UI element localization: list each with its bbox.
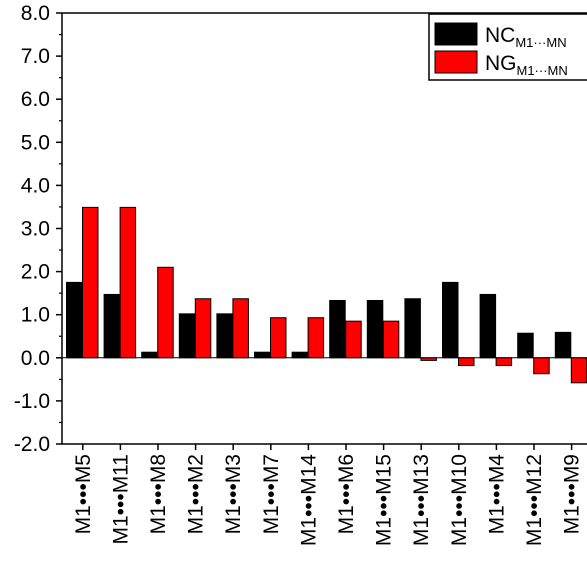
x-tick-label: M1•••M6 [335, 454, 358, 534]
y-tick-label: 1.0 [21, 304, 50, 327]
y-tick-label: 0.0 [21, 347, 50, 370]
bar-nc-5 [216, 313, 233, 359]
bar-ng-8 [345, 320, 362, 359]
x-tick-label: M1•••M2 [185, 454, 208, 534]
legend-swatch-ng [434, 50, 478, 74]
bar-nc-10 [404, 298, 421, 359]
bar-nc-8 [329, 299, 346, 359]
x-tick-label: M1•••M5 [72, 454, 95, 534]
y-tick-label: 2.0 [21, 261, 50, 284]
y-tick-label: 7.0 [21, 45, 50, 68]
x-tick-label: M1•••M11 [109, 454, 132, 545]
bar-ng-5 [232, 298, 249, 359]
legend-label-nc: NCM1···MN [485, 24, 567, 50]
y-axis: -2.0 -1.0 0.0 1.0 2.0 3.0 4.0 5.0 6.0 7.0 8.0 [14, 2, 587, 456]
y-tick-label: -1.0 [14, 390, 50, 413]
bar-nc-14 [554, 331, 572, 359]
bar-ng-2 [119, 206, 137, 359]
y-tick-label: 5.0 [21, 131, 50, 154]
x-tick-label: M1•••M10 [448, 454, 471, 546]
x-tick-label: M1•••M15 [373, 454, 396, 546]
y-tick-label: -2.0 [14, 433, 50, 456]
legend-label-ng: NGM1···MN [485, 52, 568, 78]
x-tick-label: M1•••M9 [561, 454, 584, 534]
bar-nc-11 [442, 281, 459, 359]
y-tick-label: 6.0 [21, 88, 50, 111]
bar-nc-9 [366, 299, 384, 359]
bar-nc-6 [254, 351, 271, 359]
y-tick-label: 3.0 [21, 218, 50, 241]
y-tick-label: 8.0 [21, 2, 50, 25]
bar-nc-12 [479, 293, 497, 359]
bar-nc-13 [517, 332, 534, 359]
y-tick-label: 4.0 [21, 174, 50, 197]
bar-nc-7 [291, 351, 309, 359]
bar-ng-11 [458, 357, 475, 367]
x-tick-label: M1•••M3 [222, 454, 245, 534]
x-tick-label: M1•••M7 [260, 454, 283, 534]
x-tick-label: M1•••M4 [485, 454, 508, 535]
bar-ng-6 [270, 317, 287, 359]
x-tick-label: M1•••M14 [297, 454, 320, 546]
legend-swatch-nc [434, 22, 478, 46]
bar-ng-4 [194, 298, 212, 359]
bar-ng-1 [82, 206, 99, 359]
bar-ng-13 [533, 357, 550, 375]
x-tick-label: M1•••M12 [523, 454, 546, 546]
x-tick-label: M1•••M8 [147, 454, 170, 534]
bar-ng-3 [157, 266, 174, 359]
bar-nc-1 [66, 281, 83, 359]
bar-ng-9 [382, 320, 400, 359]
bar-ng-10 [420, 357, 437, 361]
bar-ng-14 [570, 357, 587, 384]
x-tick-label: M1•••M13 [410, 454, 433, 546]
bar-ng-12 [495, 357, 513, 367]
bars [66, 206, 587, 384]
bar-nc-4 [178, 313, 196, 359]
bar-nc-3 [141, 351, 158, 359]
bar-ng-7 [307, 317, 325, 359]
x-axis: M1•••M5 M1•••M11 M1•••M8 M1•••M2 M1•••M3 M1••… [62, 443, 587, 546]
bar-nc-2 [103, 293, 121, 359]
